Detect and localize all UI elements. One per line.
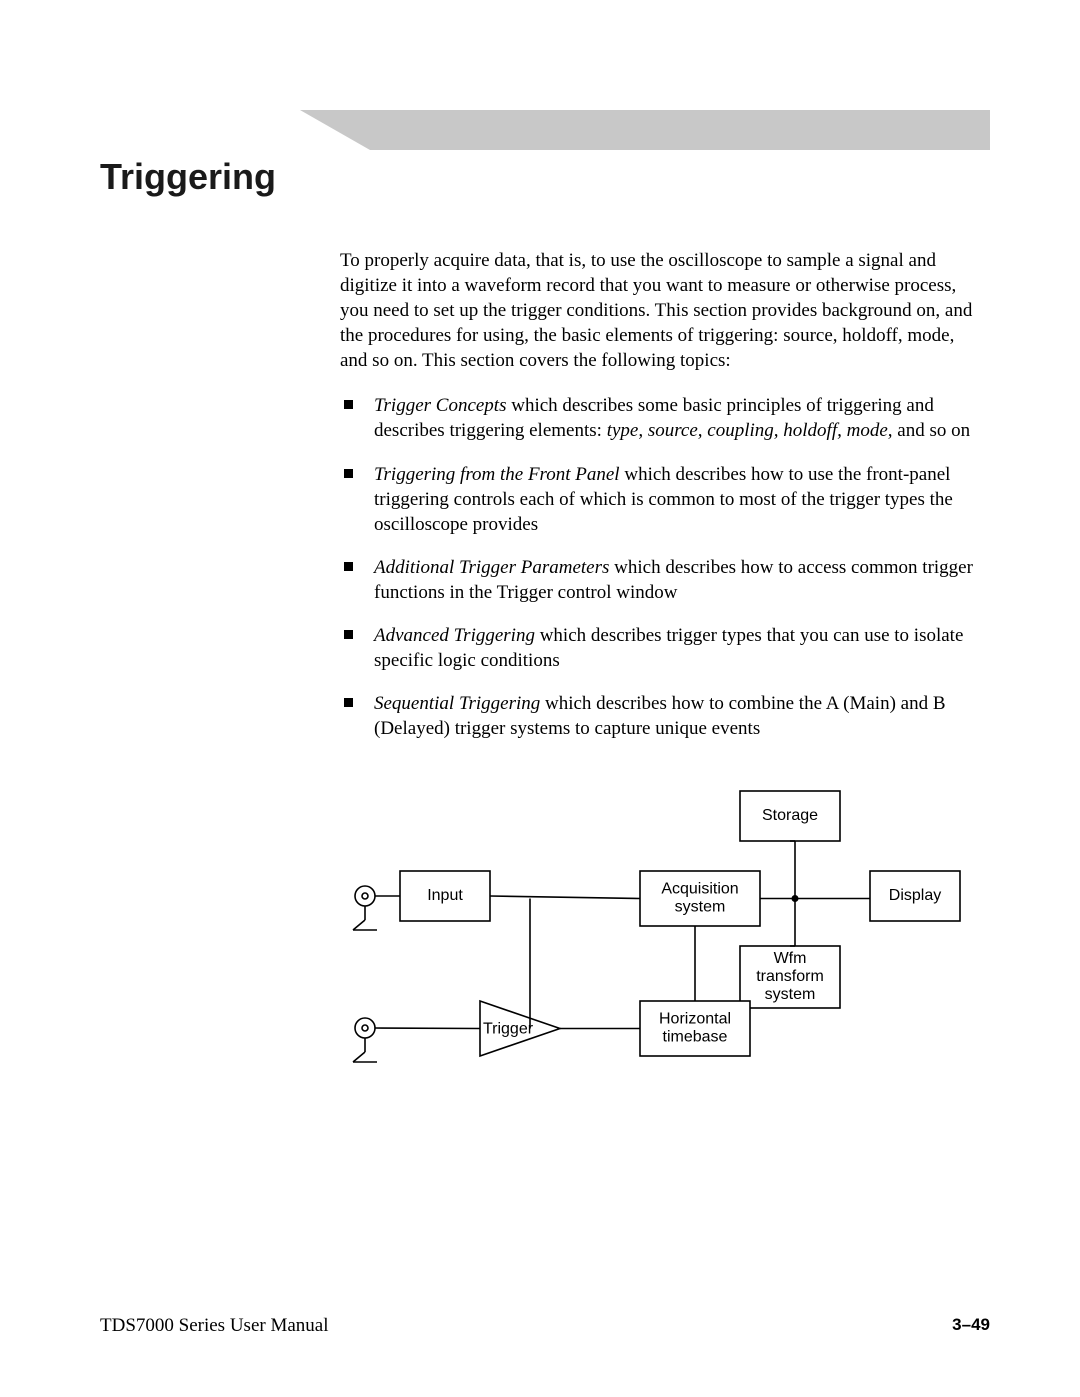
list-item: Triggering from the Front Panel which de… <box>340 462 980 537</box>
svg-text:system: system <box>675 899 726 916</box>
topic-lead: Advanced Triggering <box>374 625 535 646</box>
list-item: Sequential Triggering which describes ho… <box>340 691 980 741</box>
svg-text:Display: Display <box>889 887 941 904</box>
svg-text:Storage: Storage <box>762 807 818 824</box>
manual-title: TDS7000 Series User Manual <box>100 1315 329 1337</box>
svg-text:Horizontal: Horizontal <box>659 1011 731 1028</box>
svg-text:timebase: timebase <box>663 1029 728 1046</box>
flowchart-svg: InputAcquisitionsystemStorageDisplayWfmt… <box>340 771 980 1101</box>
svg-text:Wfm: Wfm <box>774 950 807 967</box>
svg-text:Input: Input <box>427 887 463 904</box>
svg-text:system: system <box>765 986 816 1003</box>
topic-em: type, source, coupling, holdoff, mode, <box>607 420 893 441</box>
list-item: Trigger Concepts which describes some ba… <box>340 393 980 443</box>
svg-text:transform: transform <box>756 968 824 985</box>
topic-lead: Sequential Triggering <box>374 693 540 714</box>
topic-lead: Additional Trigger Parameters <box>374 557 609 578</box>
body-column: To properly acquire data, that is, to us… <box>340 248 980 741</box>
page-footer: TDS7000 Series User Manual 3–49 <box>100 1315 990 1337</box>
list-item: Additional Trigger Parameters which desc… <box>340 555 980 605</box>
topics-list: Trigger Concepts which describes some ba… <box>340 393 980 741</box>
header-gradient-bar <box>100 110 990 150</box>
svg-text:Trigger: Trigger <box>483 1021 534 1038</box>
list-item: Advanced Triggering which describes trig… <box>340 623 980 673</box>
topic-lead: Trigger Concepts <box>374 395 506 416</box>
section-title: Triggering <box>100 156 990 198</box>
page-number: 3–49 <box>952 1315 990 1337</box>
block-diagram: InputAcquisitionsystemStorageDisplayWfmt… <box>340 771 990 1106</box>
svg-text:Acquisition: Acquisition <box>661 881 738 898</box>
topic-lead: Triggering from the Front Panel <box>374 464 620 485</box>
topic-text-b: and so on <box>893 420 971 441</box>
intro-paragraph: To properly acquire data, that is, to us… <box>340 248 980 373</box>
